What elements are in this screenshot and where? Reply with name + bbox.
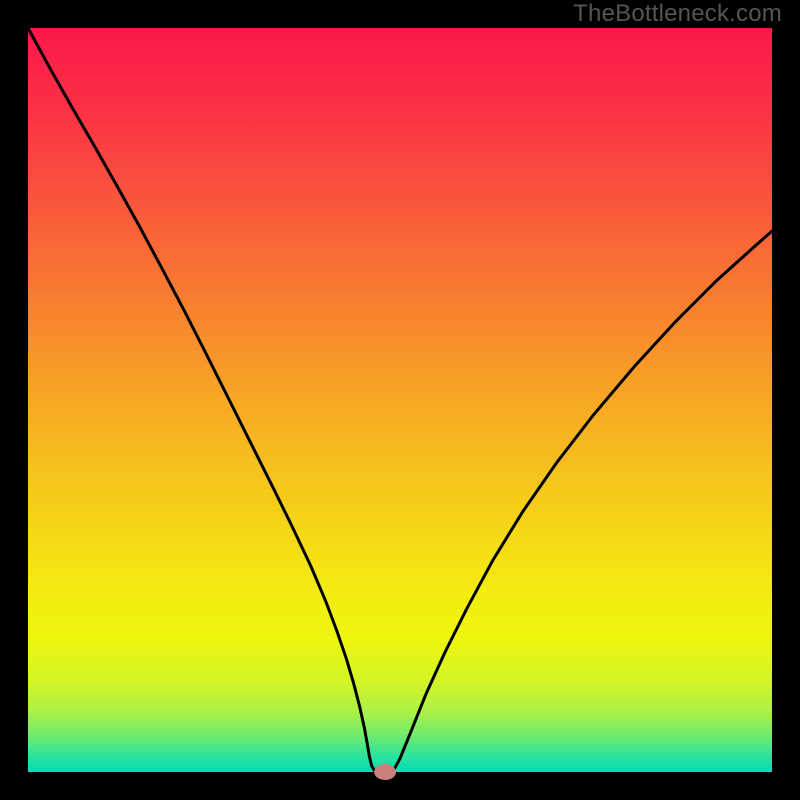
chart-frame: TheBottleneck.com xyxy=(0,0,800,800)
plot-background xyxy=(28,28,772,772)
bottleneck-chart xyxy=(0,0,800,800)
minimum-marker xyxy=(374,764,396,780)
